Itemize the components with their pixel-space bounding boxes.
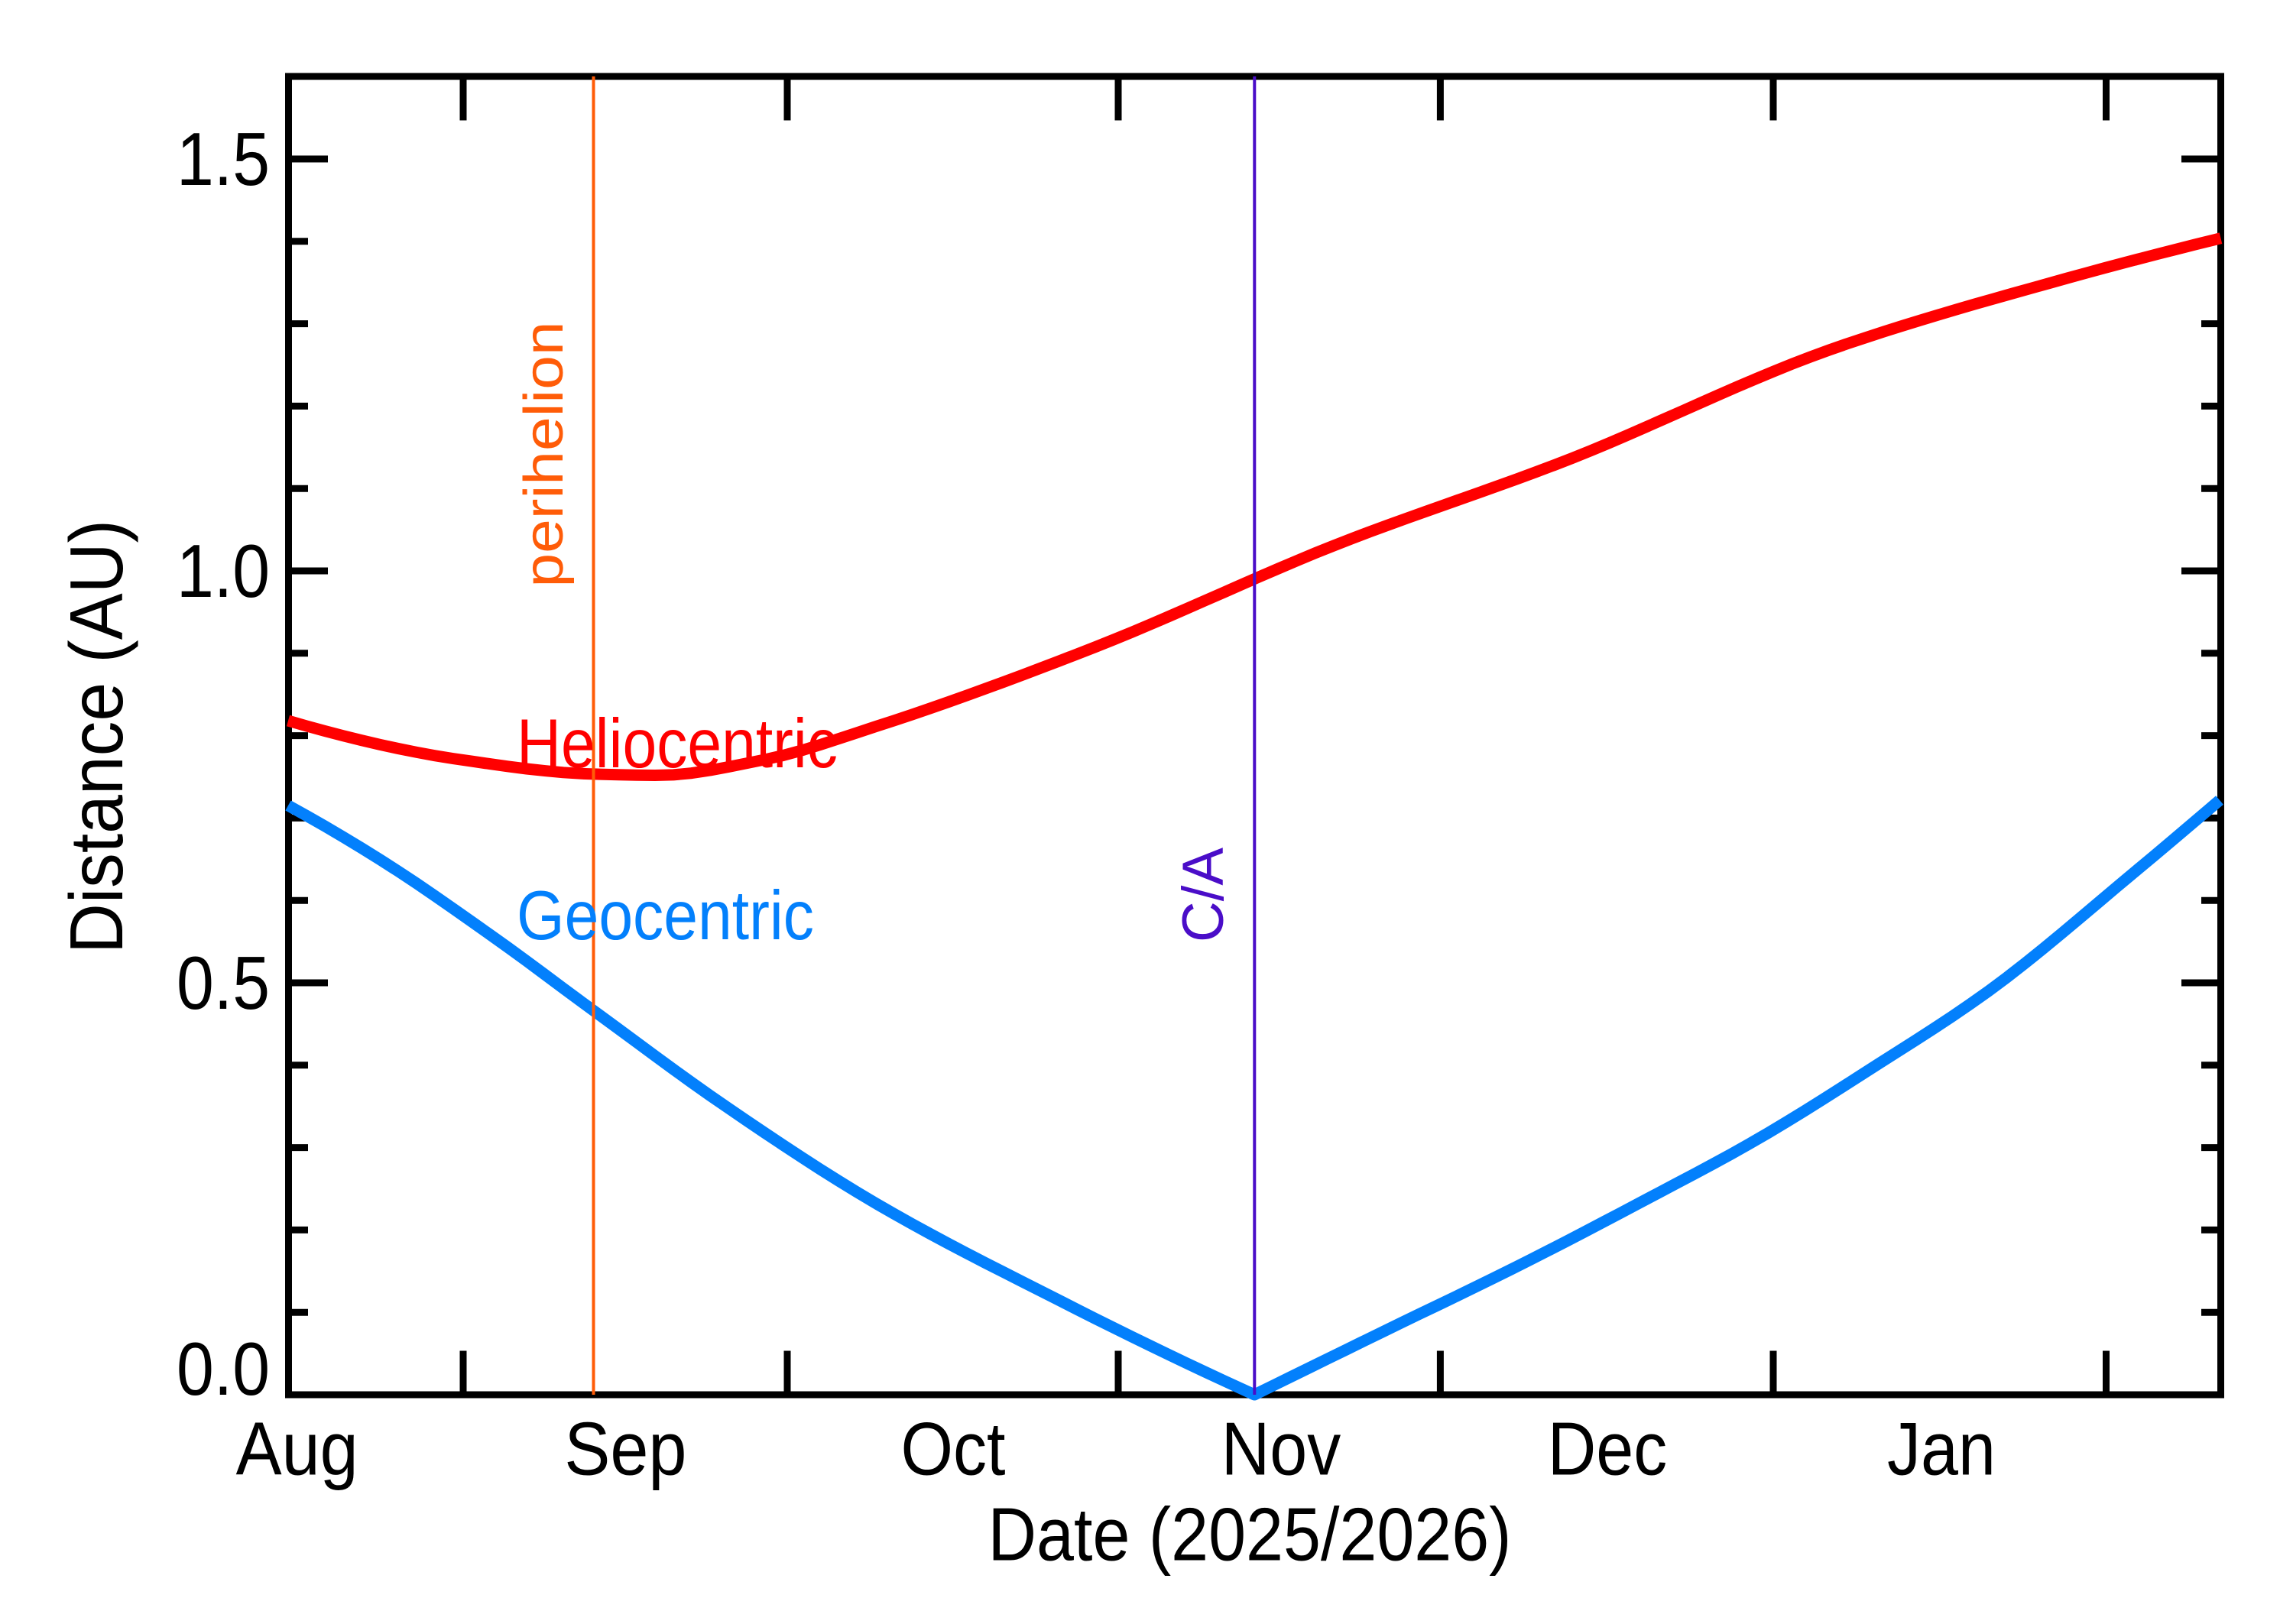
svg-text:C/A: C/A bbox=[1171, 848, 1236, 942]
svg-text:Dec: Dec bbox=[1548, 1407, 1668, 1491]
svg-text:perihelion: perihelion bbox=[514, 322, 575, 588]
svg-text:0.0: 0.0 bbox=[177, 1327, 270, 1411]
svg-text:Sep: Sep bbox=[564, 1407, 686, 1491]
svg-text:1.0: 1.0 bbox=[177, 529, 270, 613]
svg-text:Oct: Oct bbox=[901, 1407, 1006, 1491]
svg-text:0.5: 0.5 bbox=[177, 941, 270, 1025]
svg-text:Heliocentric: Heliocentric bbox=[517, 705, 838, 783]
svg-text:1.5: 1.5 bbox=[177, 117, 270, 201]
svg-text:Date (2025/2026): Date (2025/2026) bbox=[988, 1493, 1512, 1577]
svg-text:Nov: Nov bbox=[1221, 1407, 1341, 1491]
svg-text:Aug: Aug bbox=[236, 1407, 358, 1491]
svg-text:Jan: Jan bbox=[1887, 1407, 1996, 1491]
svg-text:Geocentric: Geocentric bbox=[517, 877, 814, 955]
svg-text:Distance (AU): Distance (AU) bbox=[54, 520, 138, 954]
